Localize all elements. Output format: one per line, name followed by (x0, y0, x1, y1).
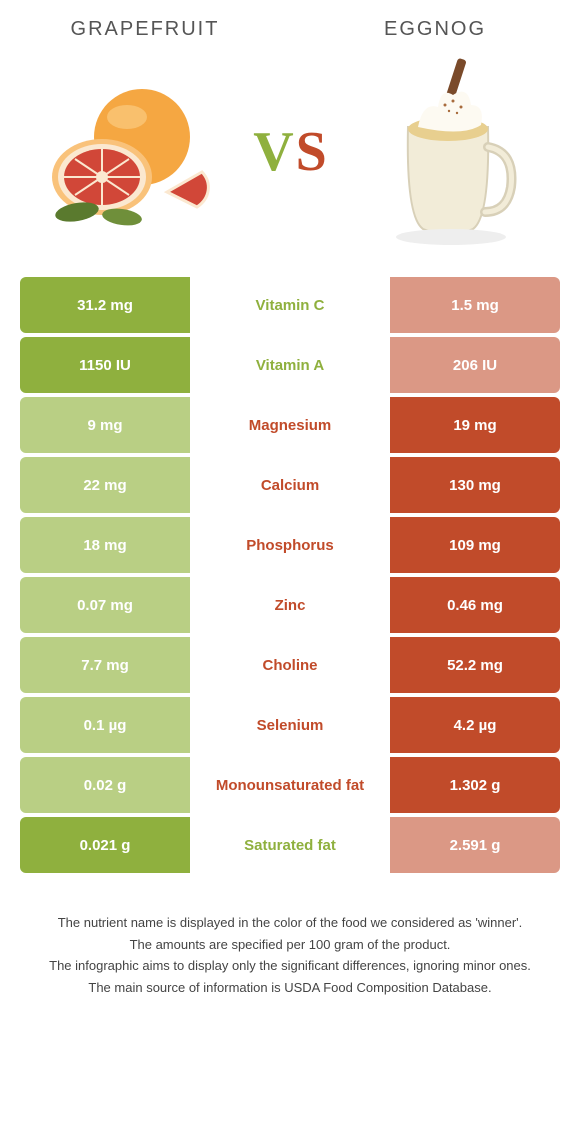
value-left: 31.2 mg (20, 277, 190, 333)
nutrient-name: Magnesium (190, 397, 390, 453)
nutrient-row: 0.021 gSaturated fat2.591 g (20, 817, 560, 873)
nutrient-name: Selenium (190, 697, 390, 753)
value-left: 1150 IU (20, 337, 190, 393)
value-right: 2.591 g (390, 817, 560, 873)
nutrient-name: Phosphorus (190, 517, 390, 573)
eggnog-icon (373, 57, 523, 247)
nutrient-row: 7.7 mgCholine52.2 mg (20, 637, 560, 693)
nutrient-row: 31.2 mgVitamin C1.5 mg (20, 277, 560, 333)
footnote-line: The main source of information is USDA F… (30, 978, 550, 998)
header-left: GRAPEFRUIT (0, 18, 290, 41)
vs-s: S (296, 120, 327, 184)
nutrient-row: 18 mgPhosphorus109 mg (20, 517, 560, 573)
value-right: 4.2 µg (390, 697, 560, 753)
value-right: 52.2 mg (390, 637, 560, 693)
vs-label: VS (253, 120, 327, 184)
value-right: 1.302 g (390, 757, 560, 813)
eggnog-image (337, 57, 560, 247)
value-right: 19 mg (390, 397, 560, 453)
nutrient-row: 1150 IUVitamin A206 IU (20, 337, 560, 393)
footnote-line: The nutrient name is displayed in the co… (30, 913, 550, 933)
value-left: 0.07 mg (20, 577, 190, 633)
value-left: 9 mg (20, 397, 190, 453)
image-row: VS (0, 47, 580, 277)
footnote-line: The amounts are specified per 100 gram o… (30, 935, 550, 955)
nutrient-name: Saturated fat (190, 817, 390, 873)
grapefruit-image (20, 77, 243, 227)
nutrient-row: 0.1 µgSelenium4.2 µg (20, 697, 560, 753)
value-left: 7.7 mg (20, 637, 190, 693)
nutrient-row: 9 mgMagnesium19 mg (20, 397, 560, 453)
value-left: 0.021 g (20, 817, 190, 873)
value-left: 18 mg (20, 517, 190, 573)
nutrient-row: 0.07 mgZinc0.46 mg (20, 577, 560, 633)
nutrient-name: Vitamin A (190, 337, 390, 393)
header-right: EGGNOG (290, 18, 580, 41)
value-right: 0.46 mg (390, 577, 560, 633)
value-right: 206 IU (390, 337, 560, 393)
value-left: 0.02 g (20, 757, 190, 813)
footnotes: The nutrient name is displayed in the co… (30, 913, 550, 997)
nutrient-name: Zinc (190, 577, 390, 633)
nutrient-name: Choline (190, 637, 390, 693)
nutrient-table: 31.2 mgVitamin C1.5 mg1150 IUVitamin A20… (20, 277, 560, 873)
nutrient-row: 0.02 gMonounsaturated fat1.302 g (20, 757, 560, 813)
nutrient-name: Calcium (190, 457, 390, 513)
value-right: 130 mg (390, 457, 560, 513)
nutrient-name: Monounsaturated fat (190, 757, 390, 813)
footnote-line: The infographic aims to display only the… (30, 956, 550, 976)
nutrient-name: Vitamin C (190, 277, 390, 333)
value-right: 109 mg (390, 517, 560, 573)
nutrient-row: 22 mgCalcium130 mg (20, 457, 560, 513)
grapefruit-icon (47, 77, 217, 227)
header-row: GRAPEFRUIT EGGNOG (0, 0, 580, 47)
value-left: 22 mg (20, 457, 190, 513)
vs-v: V (253, 120, 293, 184)
value-right: 1.5 mg (390, 277, 560, 333)
value-left: 0.1 µg (20, 697, 190, 753)
